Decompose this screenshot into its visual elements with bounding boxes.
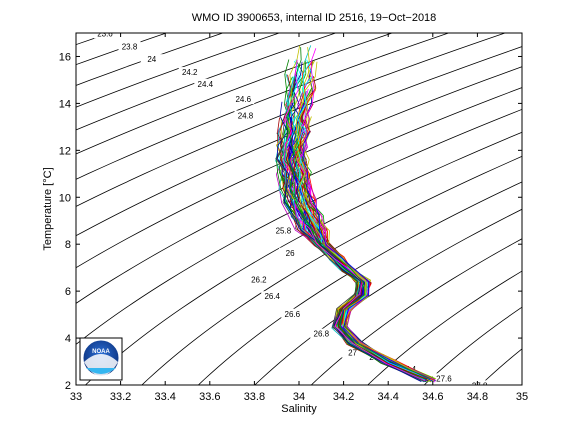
x-tick-label: 35 bbox=[516, 391, 528, 403]
contour-label-bg bbox=[118, 41, 141, 52]
y-tick-label: 4 bbox=[65, 333, 71, 345]
contour-label-bg bbox=[140, 54, 163, 65]
contour-label-bg bbox=[432, 373, 455, 384]
profile-line bbox=[288, 131, 431, 379]
profile-line bbox=[276, 145, 425, 382]
contour-label: 27.6 bbox=[436, 374, 452, 383]
profile-line bbox=[297, 132, 435, 380]
x-tick-label: 33.6 bbox=[199, 391, 220, 403]
isopycnal-line bbox=[367, 270, 522, 385]
contour-label-bg bbox=[194, 78, 217, 89]
contour-label: 25.8 bbox=[276, 226, 292, 235]
contour-label: 26.6 bbox=[285, 310, 301, 319]
contour-label: 26.2 bbox=[251, 276, 267, 285]
isopycnal-line bbox=[76, 33, 394, 155]
contour-label: 23.6 bbox=[97, 29, 113, 38]
contour-label-bg bbox=[178, 67, 201, 78]
x-tick-label: 33 bbox=[70, 391, 82, 403]
x-tick-label: 33.8 bbox=[244, 391, 265, 403]
x-tick-label: 33.2 bbox=[110, 391, 131, 403]
isopycnal-line bbox=[494, 0, 576, 432]
contour-label: 24 bbox=[147, 55, 156, 64]
contour-label: 24.6 bbox=[235, 95, 251, 104]
contour-label-bg bbox=[272, 225, 295, 236]
contour-label: 24.4 bbox=[198, 80, 214, 89]
x-tick-label: 34.4 bbox=[377, 391, 398, 403]
y-tick-label: 6 bbox=[65, 286, 71, 298]
isopycnal-line bbox=[254, 208, 522, 385]
x-axis-label: Salinity bbox=[281, 403, 317, 415]
isopycnal-line bbox=[141, 155, 522, 385]
contour-label-bg bbox=[261, 291, 284, 302]
profile-line bbox=[283, 59, 425, 381]
chart-title: WMO ID 3900653, internal ID 2516, 19−Oct… bbox=[192, 12, 437, 24]
profile-line bbox=[295, 88, 434, 382]
contour-label-bg bbox=[247, 274, 270, 285]
isopycnal-line bbox=[550, 0, 576, 432]
profile-line bbox=[291, 116, 430, 380]
contour-label-bg bbox=[234, 110, 257, 121]
contour-label: 27.8 bbox=[472, 381, 488, 390]
isopycnal-line bbox=[480, 348, 522, 385]
contour-label-bg bbox=[341, 347, 364, 358]
isopycnal-line bbox=[0, 0, 47, 432]
logo-text: NOAA bbox=[92, 349, 110, 355]
isopycnal-line bbox=[76, 33, 168, 66]
profile-line bbox=[298, 119, 435, 381]
contour-label: 24.8 bbox=[238, 111, 254, 120]
x-tick-label: 34 bbox=[293, 391, 305, 403]
x-tick-label: 34.8 bbox=[467, 391, 488, 403]
isopycnal-line bbox=[76, 33, 337, 131]
contour-label: 26 bbox=[286, 249, 295, 258]
x-axis-ticks: 33 33.2 33.4 33.6 33.8 34 34.2 34.4 34.6 34.8 35 bbox=[70, 33, 528, 403]
profile-lines bbox=[275, 45, 437, 383]
contour-label-bg bbox=[310, 328, 333, 339]
y-tick-label: 14 bbox=[59, 98, 71, 110]
profile-line bbox=[296, 61, 434, 382]
x-tick-label: 34.2 bbox=[333, 391, 354, 403]
profile-line bbox=[300, 101, 436, 381]
noaa-logo: NOAA bbox=[79, 337, 123, 381]
profile-line bbox=[296, 48, 436, 383]
isopycnal-line bbox=[76, 33, 450, 180]
contour-label: 23.8 bbox=[122, 42, 138, 51]
y-axis-label: Temperature [°C] bbox=[42, 167, 54, 250]
contour-label-bg bbox=[93, 33, 116, 39]
isopycnal-line bbox=[76, 33, 281, 108]
profile-line bbox=[303, 130, 433, 382]
y-tick-label: 10 bbox=[59, 192, 71, 204]
profile-line bbox=[293, 131, 434, 380]
logo-wave bbox=[86, 368, 116, 374]
contour-label: 27 bbox=[348, 348, 357, 357]
y-tick-label: 12 bbox=[59, 145, 71, 157]
contour-label: 24.2 bbox=[182, 68, 198, 77]
contour-label-bg bbox=[468, 380, 491, 385]
profile-line bbox=[296, 59, 435, 383]
x-tick-label: 33.4 bbox=[154, 391, 175, 403]
isopycnal-line bbox=[76, 33, 224, 86]
profile-line bbox=[291, 116, 432, 381]
isopycnal-line bbox=[423, 306, 522, 385]
contour-label-bg bbox=[281, 308, 304, 319]
y-tick-label: 8 bbox=[65, 239, 71, 251]
contour-label: 26.4 bbox=[264, 292, 280, 301]
isopycnal-line bbox=[310, 238, 522, 385]
contour-label: 26.8 bbox=[314, 330, 330, 339]
y-tick-label: 16 bbox=[59, 51, 71, 63]
isopycnal-line bbox=[197, 181, 522, 385]
profile-line bbox=[292, 118, 432, 379]
y-tick-label: 2 bbox=[65, 380, 71, 392]
contour-label-bg bbox=[232, 94, 255, 105]
contour-label-bg bbox=[279, 247, 302, 258]
profile-line bbox=[301, 131, 435, 380]
profile-line bbox=[276, 101, 422, 382]
x-tick-label: 34.6 bbox=[422, 391, 443, 403]
